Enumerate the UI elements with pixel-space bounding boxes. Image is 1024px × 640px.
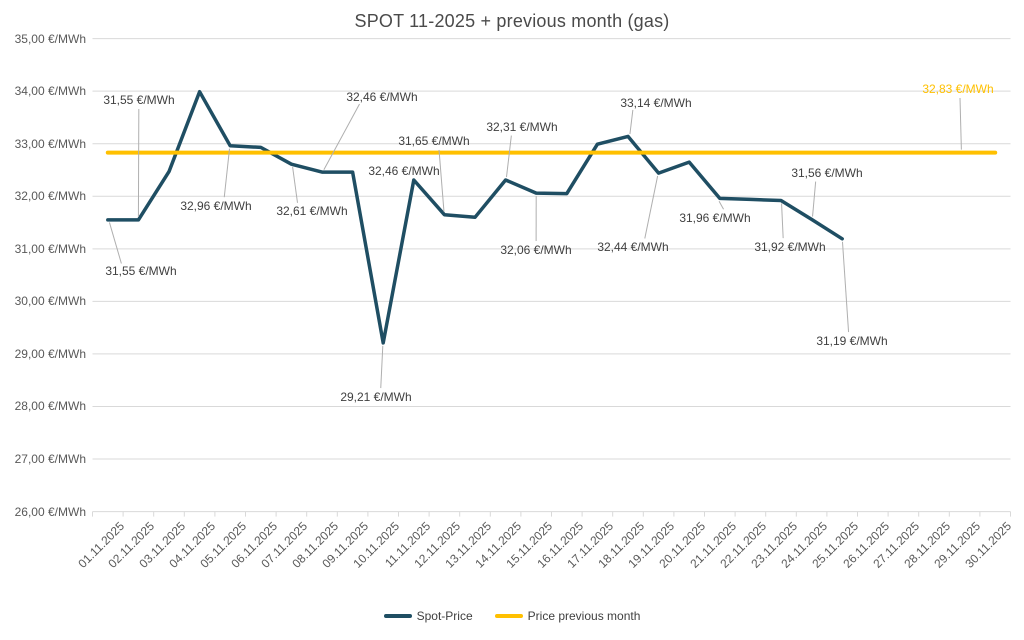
data-label: 32,83 €/MWh — [922, 82, 994, 96]
y-axis-tick-label: 26,00 €/MWh — [14, 504, 86, 519]
data-label: 31,19 €/MWh — [816, 334, 888, 348]
data-label: 31,65 €/MWh — [398, 134, 470, 148]
data-label: 32,46 €/MWh — [368, 164, 440, 178]
data-label-callout — [812, 181, 817, 217]
data-label-callout — [718, 201, 724, 210]
data-label: 32,46 €/MWh — [346, 90, 418, 104]
data-label: 32,96 €/MWh — [180, 199, 252, 213]
data-label-callout — [644, 175, 659, 239]
data-label: 31,55 €/MWh — [105, 264, 177, 278]
data-label: 33,14 €/MWh — [620, 96, 692, 110]
data-label-callout — [108, 222, 122, 264]
spot-price-legend-swatch — [383, 614, 412, 618]
data-label: 32,06 €/MWh — [500, 243, 572, 257]
data-label: 32,31 €/MWh — [486, 120, 558, 134]
data-label: 32,61 €/MWh — [276, 204, 348, 218]
legend: Spot-Price Price previous month — [0, 609, 1024, 623]
data-label: 31,55 €/MWh — [103, 93, 175, 107]
data-label-callout — [959, 97, 962, 150]
data-label-callout — [781, 203, 784, 239]
y-axis-tick-label: 35,00 €/MWh — [14, 31, 86, 46]
data-label: 31,96 €/MWh — [679, 211, 751, 225]
data-label-callout — [505, 135, 512, 178]
data-label: 32,44 €/MWh — [597, 240, 669, 254]
data-label: 31,56 €/MWh — [791, 166, 863, 180]
data-label: 29,21 €/MWh — [340, 390, 412, 404]
y-axis-tick-label: 33,00 €/MWh — [14, 136, 86, 151]
legend-label: Spot-Price — [416, 609, 473, 623]
data-label-callout — [323, 103, 360, 170]
data-label-callout — [223, 148, 231, 198]
data-label-callout — [629, 109, 634, 135]
chart-title: SPOT 11-2025 + previous month (gas) — [354, 11, 670, 31]
y-axis-tick-label: 30,00 €/MWh — [14, 294, 86, 309]
y-axis-tick-label: 31,00 €/MWh — [14, 241, 86, 256]
data-label-callout — [841, 241, 850, 333]
legend-item-spot-price: Spot-Price — [383, 609, 473, 623]
previous-month-legend-swatch — [494, 614, 523, 618]
y-axis-tick-label: 32,00 €/MWh — [14, 189, 86, 204]
legend-label: Price previous month — [527, 609, 641, 623]
data-label-callout — [292, 166, 298, 203]
data-label-callout — [380, 345, 384, 389]
data-label-callout — [438, 149, 445, 212]
y-axis-tick-label: 28,00 €/MWh — [14, 399, 86, 414]
y-axis-tick-label: 29,00 €/MWh — [14, 346, 86, 361]
y-axis-tick-label: 34,00 €/MWh — [14, 84, 86, 99]
y-axis-tick-label: 27,00 €/MWh — [14, 452, 86, 467]
legend-item-price-previous-month: Price previous month — [494, 609, 641, 623]
spot-price-line — [106, 89, 844, 345]
data-label: 31,92 €/MWh — [754, 240, 826, 254]
